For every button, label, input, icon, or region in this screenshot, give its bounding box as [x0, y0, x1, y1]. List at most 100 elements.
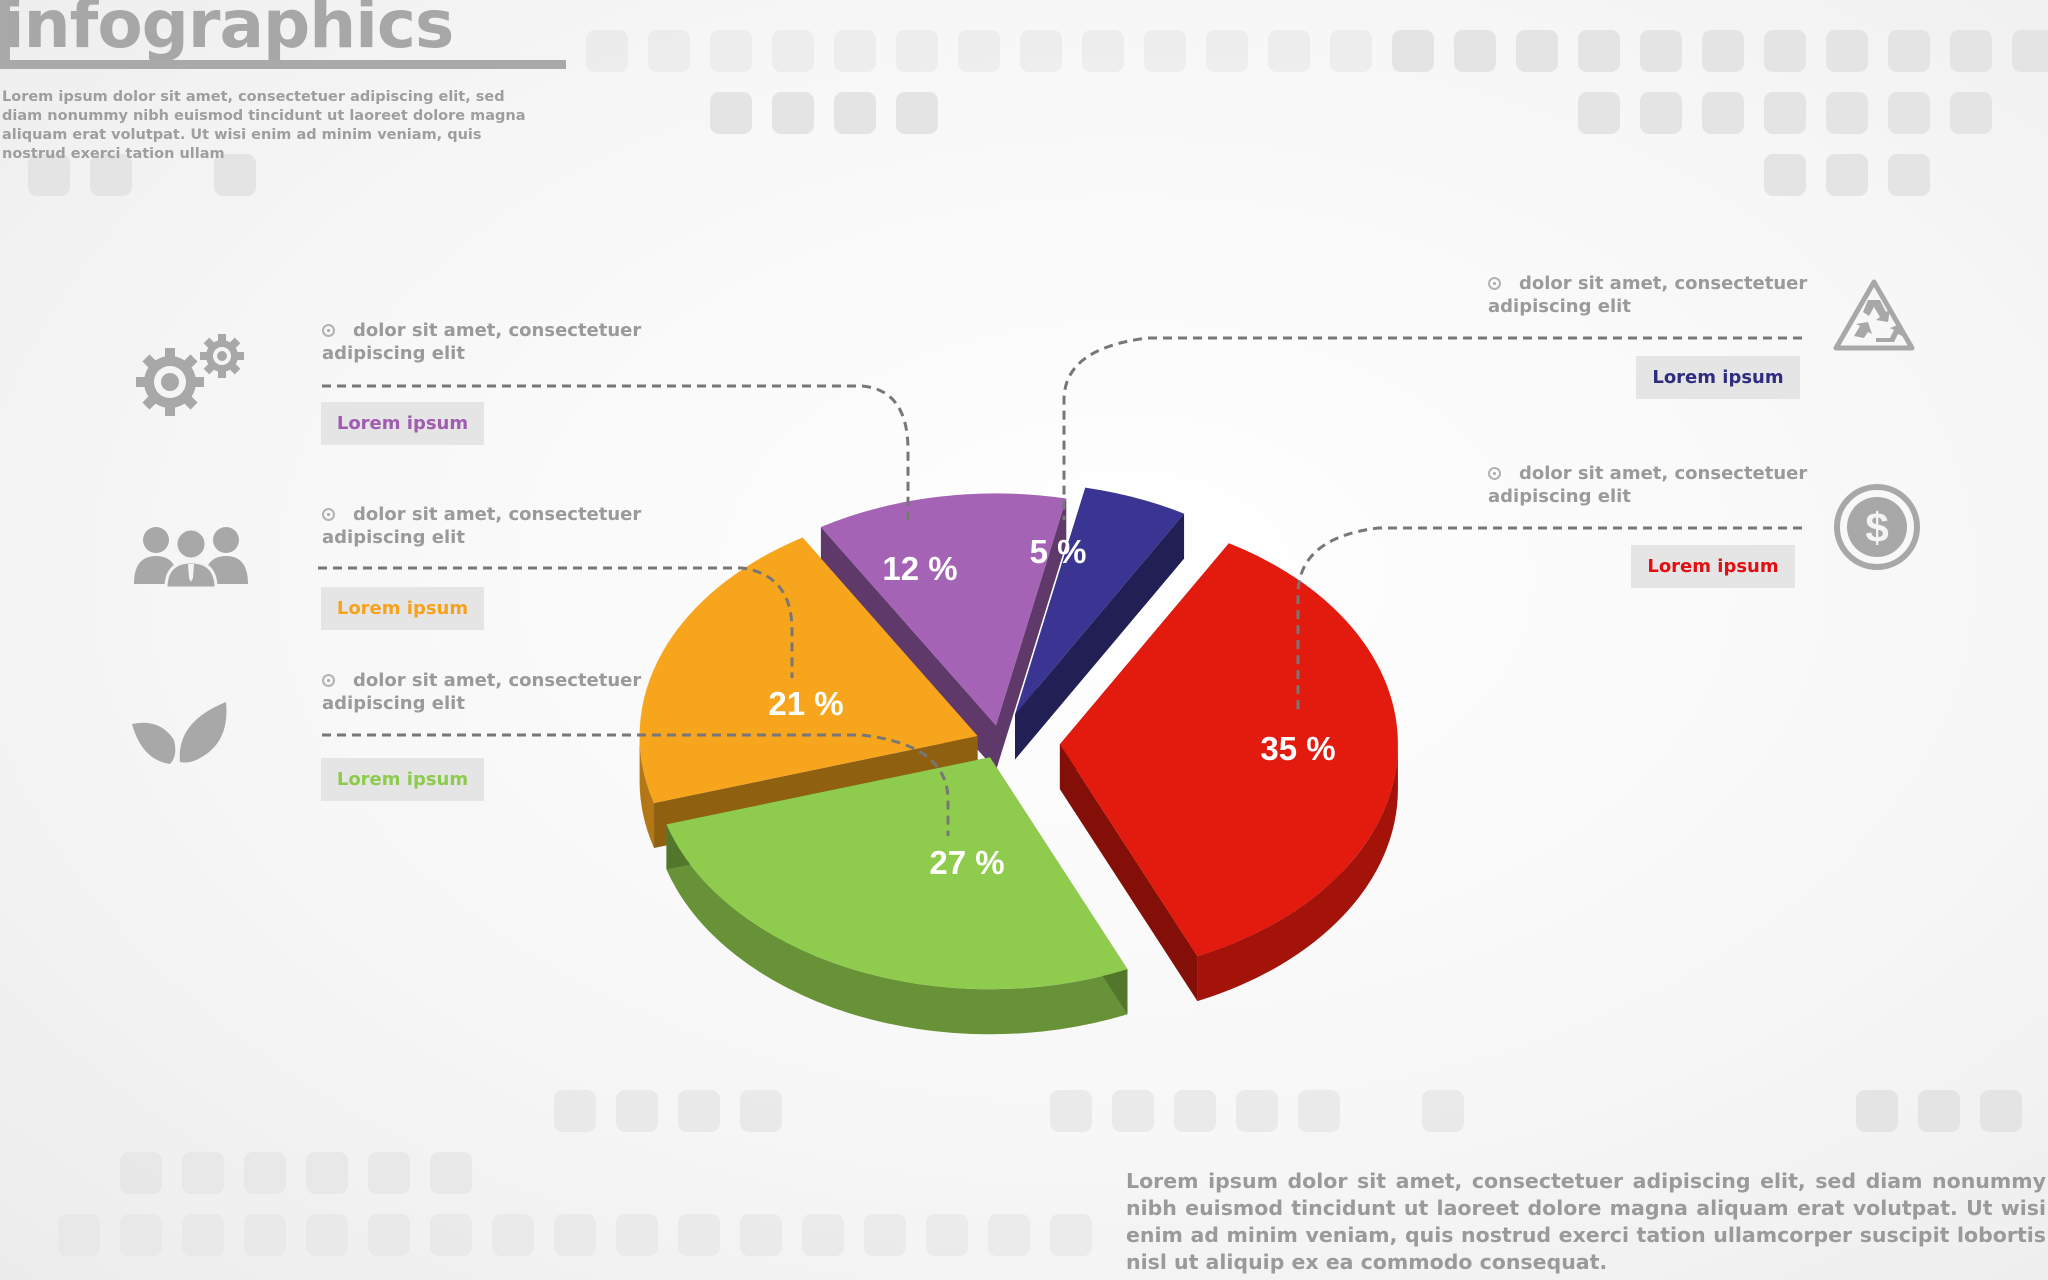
- background-square: [1454, 30, 1496, 72]
- leader-line-navy: [1062, 336, 1802, 520]
- background-square: [214, 154, 256, 196]
- background-square: [182, 1214, 224, 1256]
- background-square: [306, 1152, 348, 1194]
- background-square: [244, 1214, 286, 1256]
- background-square: [896, 30, 938, 72]
- background-square: [1702, 30, 1744, 72]
- background-square: [1050, 1090, 1092, 1132]
- background-square: [1206, 30, 1248, 72]
- svg-text:$: $: [1865, 504, 1888, 551]
- background-square: [1950, 92, 1992, 134]
- background-square: [2012, 30, 2048, 72]
- slice-label-12: 12 %: [882, 550, 957, 587]
- background-square: [306, 1214, 348, 1256]
- background-square: [1980, 1090, 2022, 1132]
- background-square: [244, 1152, 286, 1194]
- background-square: [1888, 30, 1930, 72]
- background-square: [182, 1152, 224, 1194]
- background-square: [1144, 30, 1186, 72]
- background-square: [1236, 1090, 1278, 1132]
- background-square: [958, 30, 1000, 72]
- title-accent-bar: [0, 0, 10, 69]
- pie-slice-35: [1059, 543, 1398, 1002]
- background-square: [1826, 92, 1868, 134]
- footer-text: Lorem ipsum dolor sit amet, consectetuer…: [1126, 1169, 2046, 1274]
- people-icon: [134, 527, 248, 588]
- background-square: [834, 30, 876, 72]
- background-square: [678, 1090, 720, 1132]
- background-square: [864, 1214, 906, 1256]
- background-square: [1516, 30, 1558, 72]
- bullet-icon: [1488, 277, 1501, 290]
- background-square: [834, 92, 876, 134]
- bullet-icon: [1488, 467, 1501, 480]
- leader-line-red: [1296, 526, 1802, 712]
- callout-navy-label: Lorem ipsum: [1636, 356, 1800, 399]
- leader-line-orange: [318, 566, 794, 678]
- background-square: [1174, 1090, 1216, 1132]
- background-square: [1268, 30, 1310, 72]
- background-square: [1392, 30, 1434, 72]
- background-square: [1888, 92, 1930, 134]
- callout-purple-desc: dolor sit amet, consectetuer adipiscing …: [322, 320, 642, 364]
- background-square: [1640, 92, 1682, 134]
- background-square: [492, 1214, 534, 1256]
- background-square: [710, 30, 752, 72]
- dollar-icon: $: [1834, 484, 1920, 570]
- pie-slice-5: [1015, 487, 1185, 760]
- leader-line-purple: [322, 384, 910, 525]
- slice-label-5: 5 %: [1030, 533, 1087, 570]
- callout-red-desc: dolor sit amet, consectetuer adipiscing …: [1488, 463, 1808, 507]
- callout-green-desc: dolor sit amet, consectetuer adipiscing …: [322, 670, 642, 714]
- callout-orange-label: Lorem ipsum: [321, 587, 484, 630]
- callout-navy-desc: dolor sit amet, consectetuer adipiscing …: [1488, 273, 1808, 317]
- background-square: [740, 1214, 782, 1256]
- background-square: [1764, 154, 1806, 196]
- intro-text: Lorem ipsum dolor sit amet, consectetuer…: [2, 89, 526, 162]
- background-square: [1050, 1214, 1092, 1256]
- background-square: [554, 1214, 596, 1256]
- background-square: [926, 1214, 968, 1256]
- background-square: [58, 1214, 100, 1256]
- background-square: [90, 154, 132, 196]
- background-square: [1826, 30, 1868, 72]
- background-square: [1856, 1090, 1898, 1132]
- background-square: [368, 1152, 410, 1194]
- callout-green-label: Lorem ipsum: [321, 758, 484, 801]
- pie-slice-27: [666, 757, 1128, 1035]
- background-square: [1112, 1090, 1154, 1132]
- background-square: [802, 1214, 844, 1256]
- background-square: [430, 1152, 472, 1194]
- background-square: [586, 30, 628, 72]
- callout-orange-desc: dolor sit amet, consectetuer adipiscing …: [322, 504, 642, 548]
- background-square: [368, 1214, 410, 1256]
- background-square: [1888, 154, 1930, 196]
- background-square: [678, 1214, 720, 1256]
- callout-purple-label: Lorem ipsum: [321, 402, 484, 445]
- background-square: [710, 92, 752, 134]
- background-square: [988, 1214, 1030, 1256]
- recycle-icon: [1833, 279, 1915, 351]
- title-underline: [0, 60, 566, 69]
- background-square: [1422, 1090, 1464, 1132]
- background-square: [1950, 30, 1992, 72]
- background-square: [896, 92, 938, 134]
- background-square: [430, 1214, 472, 1256]
- background-square: [1826, 154, 1868, 196]
- background-square: [1764, 30, 1806, 72]
- background-square: [1764, 92, 1806, 134]
- background-square: [1640, 30, 1682, 72]
- background-square: [1330, 30, 1372, 72]
- background-square: [554, 1090, 596, 1132]
- background-square: [740, 1090, 782, 1132]
- background-square: [1578, 92, 1620, 134]
- gears-icon: [136, 334, 244, 416]
- bullet-icon: [322, 508, 335, 521]
- page-title: infographics: [2, 0, 454, 63]
- background-square: [616, 1090, 658, 1132]
- background-square: [772, 92, 814, 134]
- background-square: [1082, 30, 1124, 72]
- background-square: [1918, 1090, 1960, 1132]
